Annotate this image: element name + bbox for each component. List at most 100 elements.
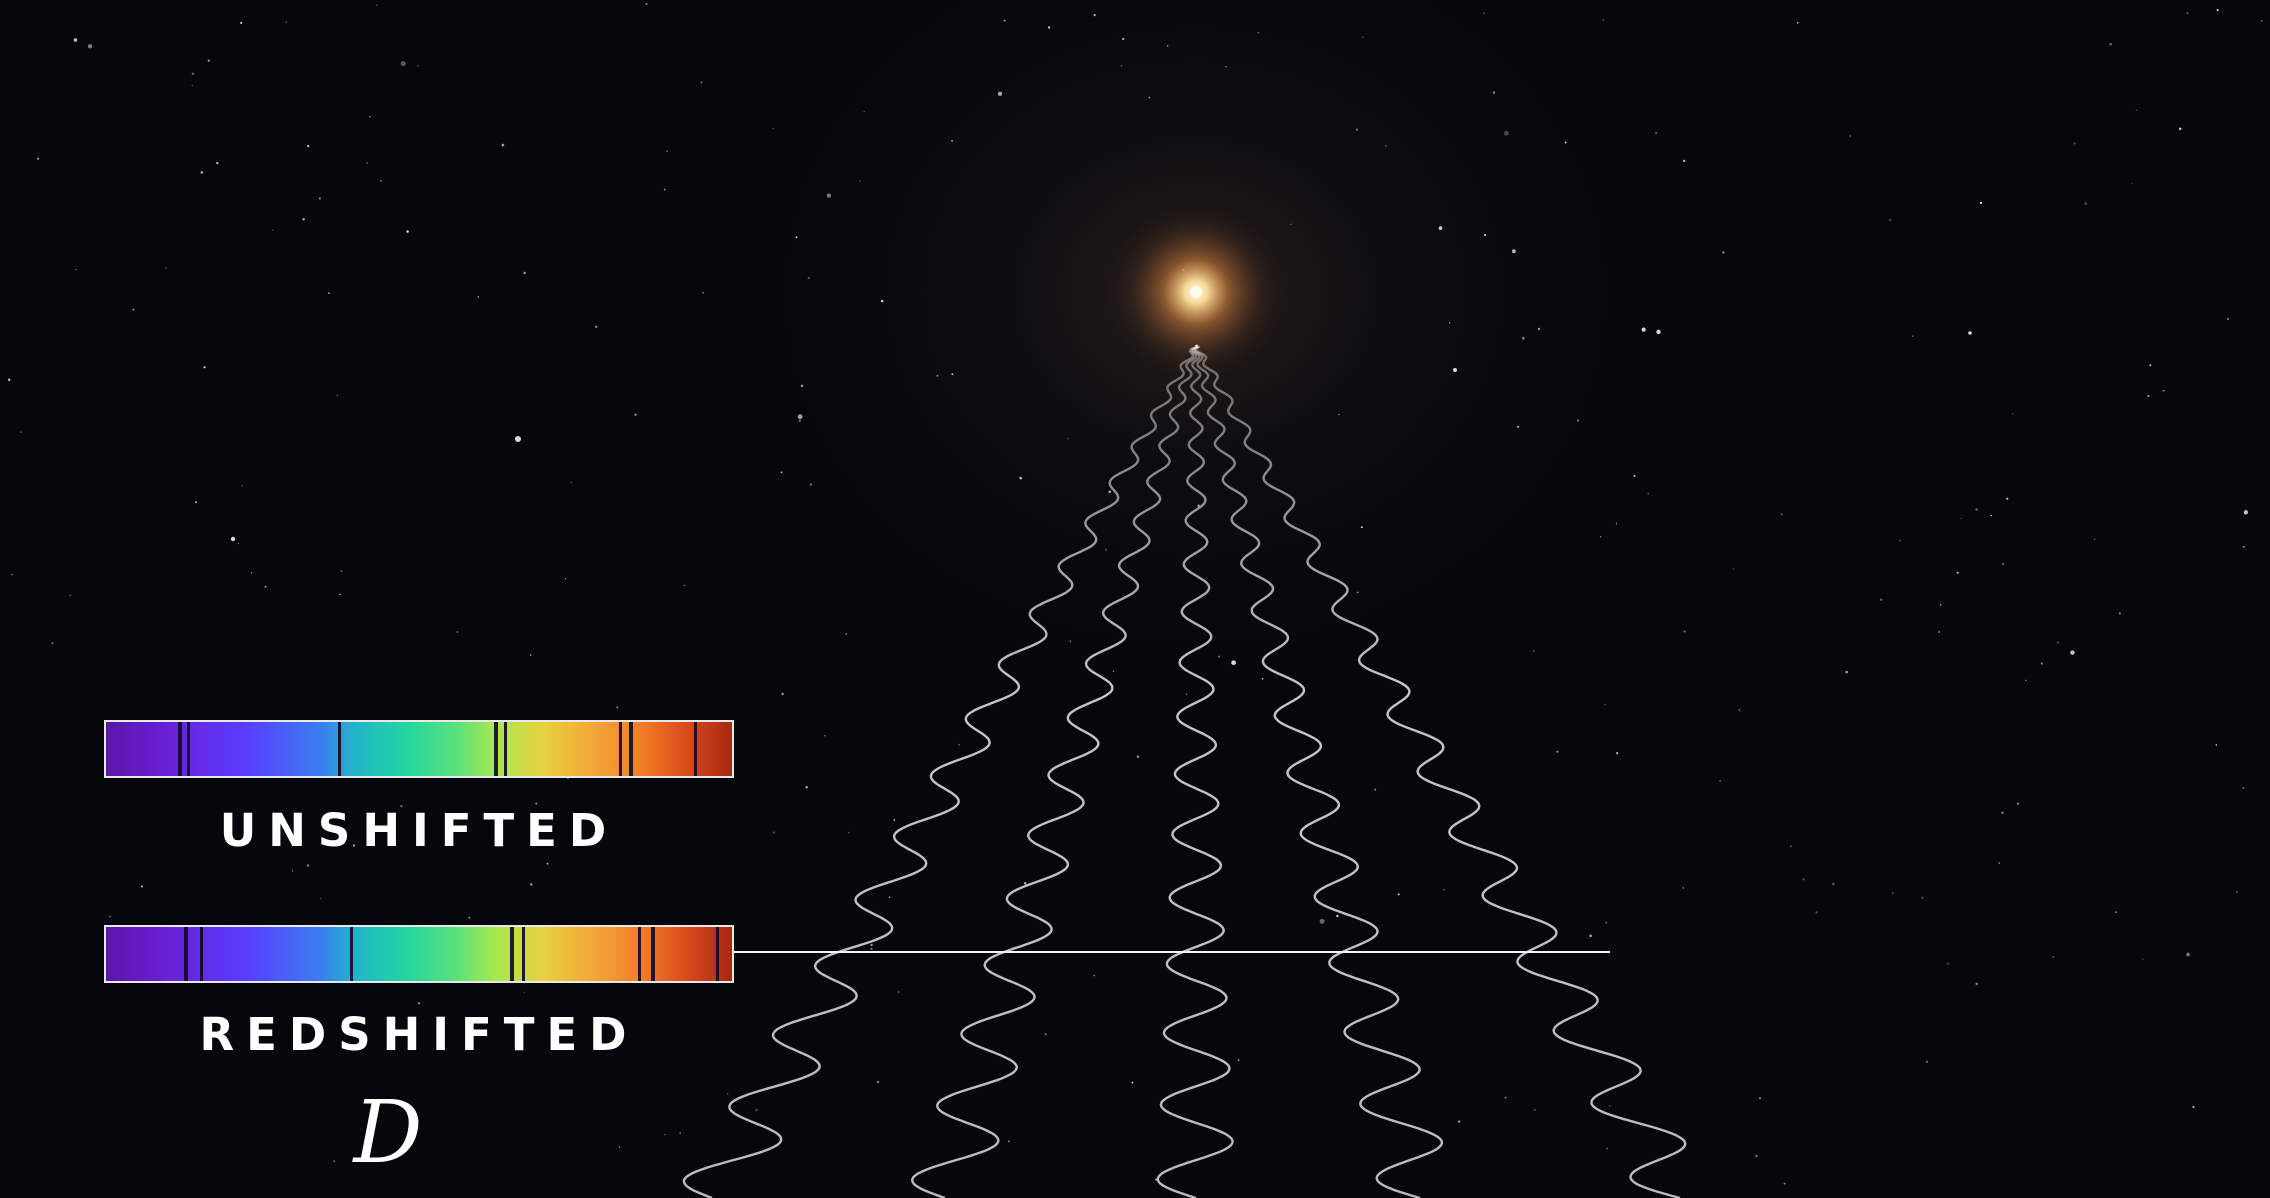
star-core <box>1190 286 1202 298</box>
background-star <box>1355 128 1359 131</box>
background-star <box>1654 132 1658 135</box>
background-star <box>1641 327 1646 332</box>
background-star <box>19 431 22 434</box>
background-star <box>1925 1060 1929 1063</box>
background-star <box>772 831 776 834</box>
background-star <box>1683 159 1686 163</box>
background-star <box>893 819 896 821</box>
background-star <box>365 161 369 165</box>
background-star <box>1796 22 1799 24</box>
background-star <box>958 743 961 746</box>
background-star <box>1483 233 1487 237</box>
background-star <box>1237 1059 1240 1062</box>
background-star <box>1225 65 1227 68</box>
background-star <box>1483 12 1485 14</box>
background-star <box>1108 490 1111 494</box>
background-star <box>1815 911 1818 914</box>
background-star <box>1556 750 1559 753</box>
background-star <box>1656 329 1661 335</box>
light-waves <box>682 344 1687 1198</box>
background-star <box>191 72 195 76</box>
background-star <box>1879 598 1883 601</box>
absorption-line <box>638 927 641 981</box>
background-star <box>1956 571 1959 574</box>
background-star <box>380 179 382 182</box>
background-star <box>2093 538 2096 541</box>
background-star <box>1615 523 1618 525</box>
background-star <box>1503 130 1509 136</box>
background-star <box>400 61 406 67</box>
background-star <box>2057 641 2059 644</box>
background-star <box>2215 744 2218 746</box>
background-star <box>1938 631 1940 633</box>
background-star <box>2226 317 2230 321</box>
background-star <box>2235 890 2238 894</box>
background-star <box>845 632 848 635</box>
background-star <box>634 413 637 416</box>
background-star <box>417 65 419 67</box>
background-star <box>1231 660 1236 666</box>
background-star <box>1960 518 1962 520</box>
background-star <box>870 943 873 947</box>
background-star <box>1532 650 1535 652</box>
background-star <box>859 180 861 182</box>
background-star <box>1533 1108 1536 1112</box>
background-star <box>679 1132 681 1134</box>
background-star <box>824 734 826 737</box>
background-star <box>1023 881 1027 885</box>
background-star <box>546 862 549 865</box>
background-star <box>207 59 210 62</box>
background-star <box>897 991 900 993</box>
background-star <box>1939 604 1942 606</box>
background-star <box>664 1134 666 1136</box>
background-star <box>529 654 532 656</box>
background-star <box>700 81 703 84</box>
background-star <box>876 1080 880 1084</box>
background-star <box>936 374 939 377</box>
background-star <box>1131 1081 1134 1084</box>
background-star <box>2016 802 2020 805</box>
absorption-line <box>184 927 188 981</box>
background-star <box>1093 974 1095 977</box>
background-star <box>2040 662 2043 665</box>
background-star <box>1257 31 1260 34</box>
background-star <box>755 1108 758 1112</box>
background-star <box>1602 19 1604 21</box>
absorption-line <box>510 927 514 981</box>
background-star <box>1329 789 1331 792</box>
background-star <box>1606 1147 1609 1150</box>
background-star <box>1504 1096 1507 1099</box>
background-star <box>1802 878 1805 881</box>
bright-star <box>515 436 521 442</box>
background-star <box>951 139 954 142</box>
background-star <box>1911 335 1914 338</box>
background-star <box>880 299 884 303</box>
background-star <box>140 885 143 888</box>
background-star <box>1384 144 1387 147</box>
background-star <box>1722 251 1725 254</box>
background-star <box>1136 755 1140 759</box>
background-star <box>616 706 618 709</box>
background-star <box>203 366 206 369</box>
background-star <box>1719 780 1721 782</box>
background-star <box>241 484 243 487</box>
background-star <box>1975 982 1978 986</box>
background-star <box>1442 888 1445 891</box>
background-star <box>726 1093 729 1095</box>
background-star <box>1019 476 1022 480</box>
background-star <box>2186 952 2190 957</box>
background-star <box>1899 539 1901 542</box>
background-star <box>477 296 480 298</box>
background-star <box>1511 249 1516 254</box>
background-star <box>1998 862 2001 864</box>
background-star <box>164 266 167 269</box>
background-star <box>1112 670 1115 673</box>
background-star <box>1647 492 1650 495</box>
background-star <box>1947 963 1949 965</box>
absorption-line <box>619 722 622 776</box>
background-star <box>1356 591 1359 594</box>
background-star <box>529 883 533 886</box>
background-star <box>2192 1105 2195 1109</box>
